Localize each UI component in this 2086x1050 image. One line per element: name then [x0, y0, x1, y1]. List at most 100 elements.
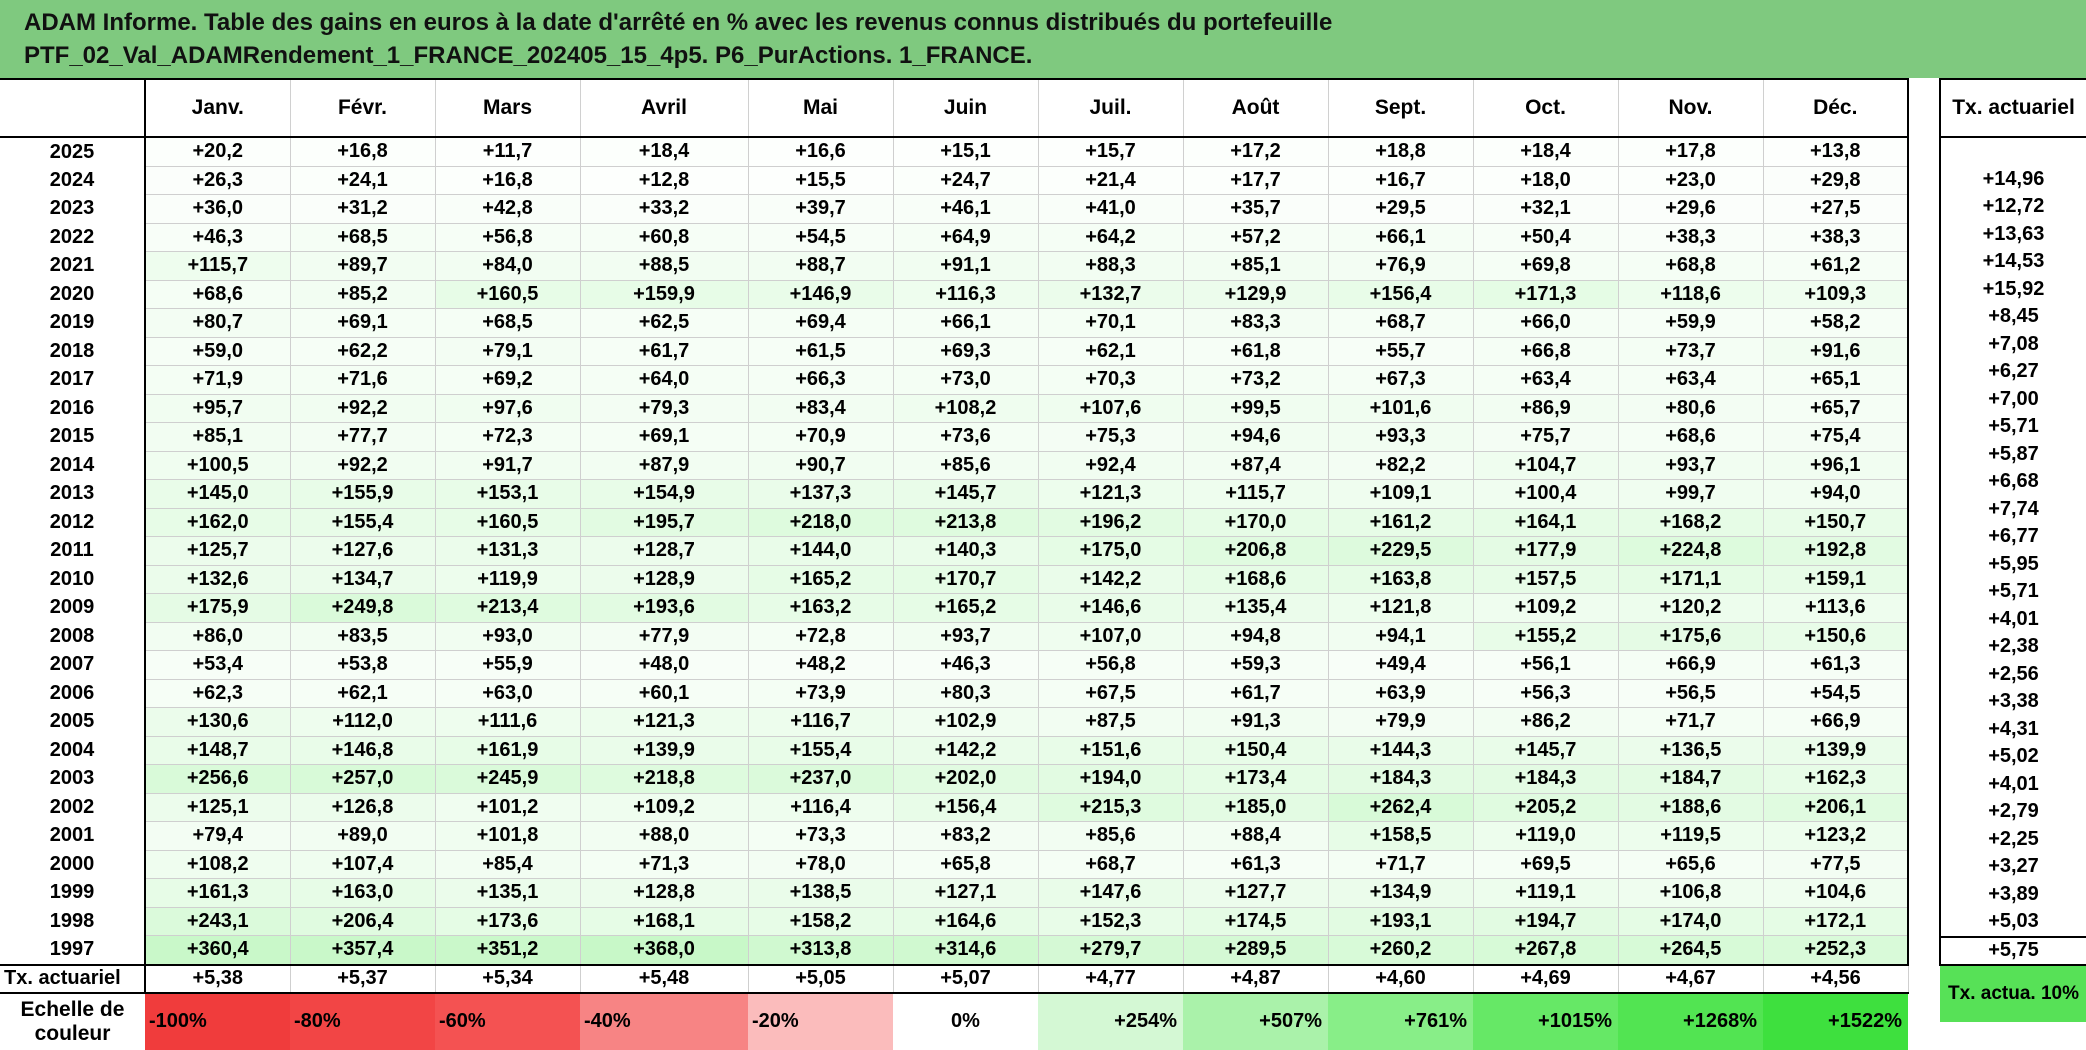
gain-cell: +16,8 — [434, 165, 581, 195]
color-scale-swatch: -20% — [748, 992, 893, 1050]
year-label: 2010 — [0, 565, 146, 594]
gain-cell: +85,1 — [144, 422, 291, 452]
report-title-banner: ADAM Informe. Table des gains en euros à… — [0, 0, 2086, 78]
gain-cell: +85,4 — [434, 849, 581, 879]
gain-cell: +192,8 — [1762, 536, 1909, 566]
year-label: 2009 — [0, 593, 146, 622]
year-row: 2014 +100,5 +92,2 +91,7 +87,9 +90,7 +85,6 +92,4… — [0, 450, 1909, 480]
gain-cell: +84,0 — [434, 251, 581, 281]
side-row: +5,71 — [1939, 413, 2086, 441]
year-row: 2024 +26,3 +24,1 +16,8 +12,8 +15,5 +24,7 +21,4 +… — [0, 165, 1909, 195]
gain-cell: +194,0 — [1037, 764, 1184, 794]
tx-actuariel-value: +5,37 — [290, 964, 436, 994]
gain-cell: +83,3 — [1182, 308, 1329, 338]
tx-actuariel-year-value: +14,96 — [1939, 165, 2086, 193]
color-scale-swatch: -80% — [290, 992, 435, 1050]
gain-cell: +46,3 — [892, 650, 1039, 680]
year-row: 2020 +68,6 +85,2 +160,5 +159,9 +146,9 +116,3 +1… — [0, 279, 1909, 309]
gain-cell: +155,2 — [1472, 621, 1619, 651]
gain-cell: +131,3 — [434, 536, 581, 566]
month-header: Févr. — [289, 78, 435, 138]
gain-cell: +68,7 — [1037, 849, 1184, 879]
gain-cell: +83,2 — [892, 821, 1039, 851]
gain-cell: +237,0 — [747, 764, 894, 794]
tx-actuariel-year-value — [1939, 137, 2086, 166]
tx-actuariel-year-value: +15,92 — [1939, 275, 2086, 303]
gain-cell: +75,4 — [1762, 422, 1909, 452]
year-label: 2001 — [0, 821, 146, 850]
gain-cell: +163,0 — [289, 878, 436, 908]
gain-cell: +68,6 — [1617, 422, 1764, 452]
gain-cell: +368,0 — [579, 935, 749, 966]
gain-cell: +78,0 — [747, 849, 894, 879]
gain-cell: +69,2 — [434, 365, 581, 395]
gain-cell: +36,0 — [144, 194, 291, 224]
gain-cell: +148,7 — [144, 735, 291, 765]
gain-cell: +104,7 — [1472, 450, 1619, 480]
tx-actuariel-year-value: +2,38 — [1939, 633, 2086, 661]
side-header: Tx. actuariel — [1939, 78, 2086, 138]
gain-cell: +61,3 — [1182, 849, 1329, 879]
gain-cell: +93,3 — [1327, 422, 1474, 452]
year-label: 2022 — [0, 223, 146, 252]
side-row: +4,01 — [1939, 605, 2086, 633]
gain-cell: +146,6 — [1037, 593, 1184, 623]
year-row: 2022 +46,3 +68,5 +56,8 +60,8 +54,5 +64,9 +64,2 +… — [0, 222, 1909, 252]
gain-cell: +97,6 — [434, 393, 581, 423]
gain-cell: +172,1 — [1762, 906, 1909, 936]
gain-cell: +21,4 — [1037, 165, 1184, 195]
gain-cell: +55,7 — [1327, 336, 1474, 366]
gain-cell: +151,6 — [1037, 735, 1184, 765]
gain-cell: +18,4 — [579, 136, 749, 167]
gain-cell: +162,3 — [1762, 764, 1909, 794]
gain-cell: +173,4 — [1182, 764, 1329, 794]
tx-actuariel-year-value: +6,27 — [1939, 358, 2086, 386]
year-label: 2005 — [0, 707, 146, 736]
month-header: Janv. — [144, 78, 290, 138]
tx-actuariel-value: +4,87 — [1183, 964, 1329, 994]
gain-cell: +77,9 — [579, 621, 749, 651]
gain-cell: +66,3 — [747, 365, 894, 395]
gain-cell: +157,5 — [1472, 564, 1619, 594]
gain-cell: +173,6 — [434, 906, 581, 936]
side-row: +7,08 — [1939, 330, 2086, 358]
gain-cell: +72,8 — [747, 621, 894, 651]
tx-actuariel-value: +5,48 — [580, 964, 749, 994]
year-label: 2021 — [0, 251, 146, 280]
gain-cell: +13,8 — [1762, 136, 1909, 167]
gain-cell: +164,6 — [892, 906, 1039, 936]
gain-cell: +94,8 — [1182, 621, 1329, 651]
gain-cell: +193,1 — [1327, 906, 1474, 936]
gain-cell: +85,2 — [289, 279, 436, 309]
color-scale-swatch: -100% — [145, 992, 290, 1050]
gain-cell: +99,5 — [1182, 393, 1329, 423]
gain-cell: +38,3 — [1762, 222, 1909, 252]
gain-cell: +91,6 — [1762, 336, 1909, 366]
gain-cell: +108,2 — [892, 393, 1039, 423]
gain-cell: +243,1 — [144, 906, 291, 936]
gain-cell: +60,8 — [579, 222, 749, 252]
gain-cell: +115,7 — [144, 251, 291, 281]
gain-cell: +140,3 — [892, 536, 1039, 566]
year-row: 2016 +95,7 +92,2 +97,6 +79,3 +83,4 +108,2 +107,… — [0, 393, 1909, 423]
gain-cell: +24,1 — [289, 165, 436, 195]
gain-cell: +63,4 — [1617, 365, 1764, 395]
gain-cell: +144,3 — [1327, 735, 1474, 765]
gain-cell: +73,7 — [1617, 336, 1764, 366]
gain-cell: +66,1 — [1327, 222, 1474, 252]
gain-cell: +155,4 — [289, 507, 436, 537]
gain-cell: +161,9 — [434, 735, 581, 765]
side-row: +2,38 — [1939, 633, 2086, 661]
gain-cell: +80,6 — [1617, 393, 1764, 423]
month-header: Oct. — [1472, 78, 1618, 138]
month-header-row: Janv. Févr. Mars Avril Mai Juin Juil. Ao… — [0, 78, 1909, 138]
gain-cell: +86,9 — [1472, 393, 1619, 423]
year-row: 2009 +175,9 +249,8 +213,4 +193,6 +163,2 +165,2… — [0, 593, 1909, 623]
gain-cell: +196,2 — [1037, 507, 1184, 537]
gain-cell: +260,2 — [1327, 935, 1474, 966]
year-label: 2000 — [0, 850, 146, 879]
gain-cell: +56,8 — [434, 222, 581, 252]
gain-cell: +145,7 — [892, 479, 1039, 509]
gain-cell: +109,1 — [1327, 479, 1474, 509]
year-label: 1998 — [0, 907, 146, 936]
